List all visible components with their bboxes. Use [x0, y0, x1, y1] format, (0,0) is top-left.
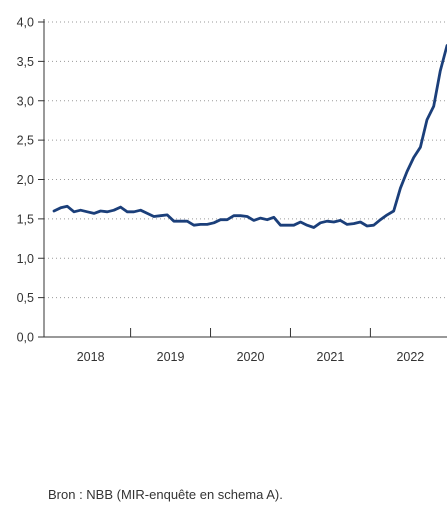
y-tick-label: 1,0: [17, 252, 34, 266]
y-tick-label: 0,5: [17, 291, 34, 305]
y-tick-label: 3,0: [17, 94, 34, 108]
x-tick-label: 2021: [317, 350, 345, 364]
y-tick-label: 3,5: [17, 55, 34, 69]
y-tick-label: 0,0: [17, 331, 34, 345]
series-layer: [52, 44, 447, 229]
series-line: [52, 44, 447, 229]
gridlines: [44, 21, 447, 299]
x-axis: 2018 2019 2020 2021 2022: [44, 328, 447, 364]
y-axis: 0,0 0,5 1,0 1,5 2,0 2,5 3,0 3,5 4,0: [17, 16, 45, 345]
x-tick-label: 2022: [396, 350, 424, 364]
y-tick-label: 2,0: [17, 173, 34, 187]
y-tick-label: 1,5: [17, 212, 34, 226]
y-tick-label: 4,0: [17, 16, 34, 30]
x-tick-label: 2018: [77, 350, 105, 364]
y-tick-label: 2,5: [17, 134, 34, 148]
source-note: Bron : NBB (MIR-enquête en schema A).: [48, 487, 283, 502]
x-tick-label: 2019: [157, 350, 185, 364]
x-tick-label: 2020: [237, 350, 265, 364]
